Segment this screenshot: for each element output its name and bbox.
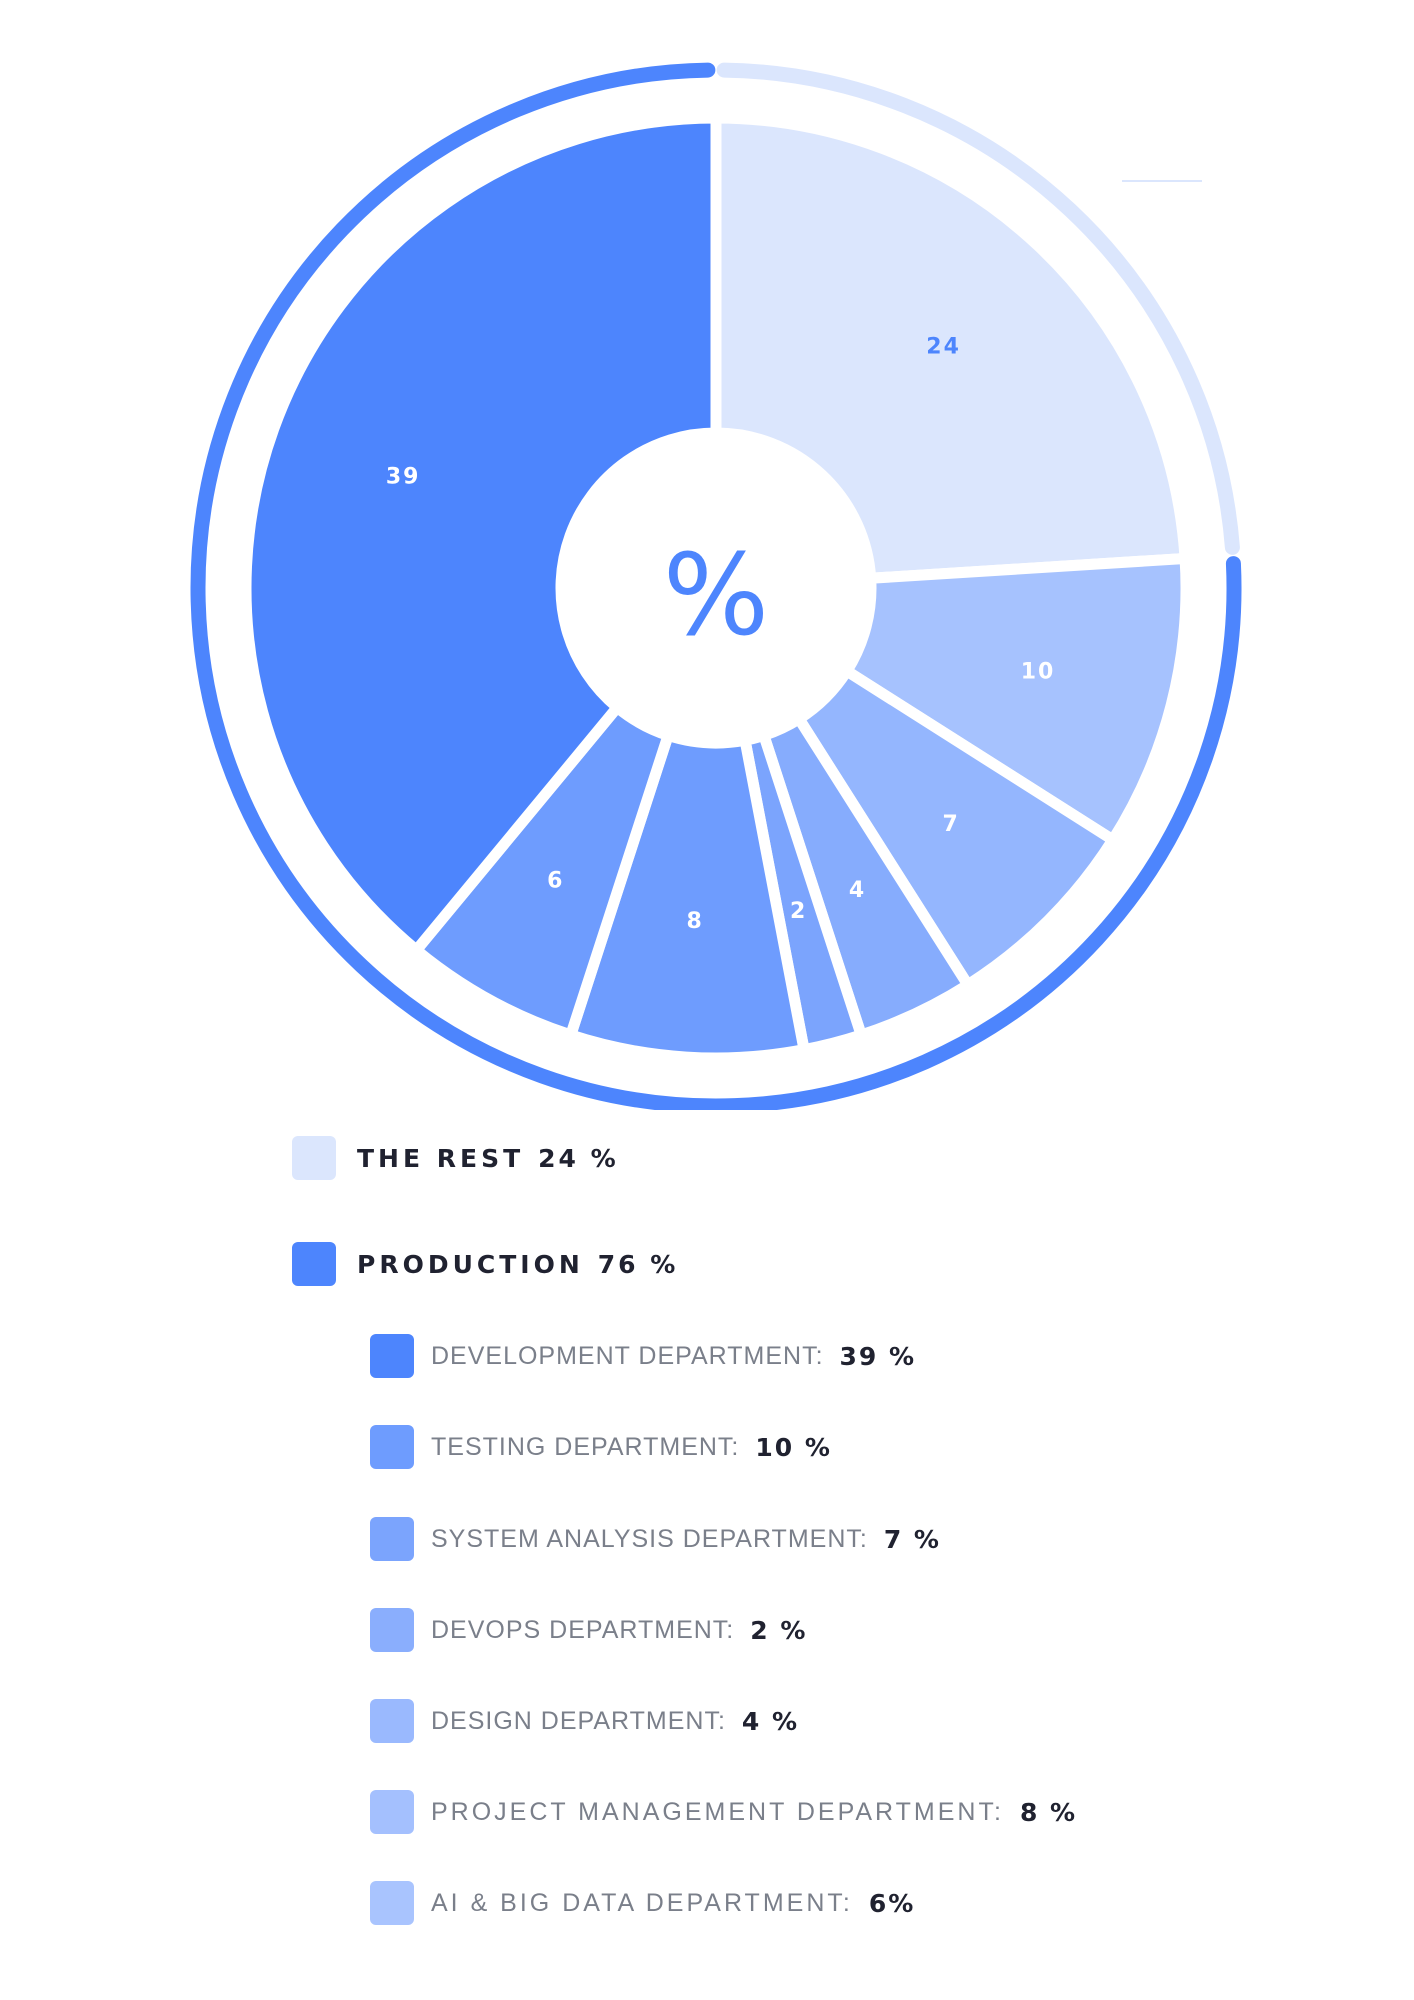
slice-label-39: 39	[386, 464, 421, 489]
legend-swatch	[292, 1242, 336, 1286]
slice-8	[565, 729, 810, 1064]
center-percent-symbol: %	[663, 531, 769, 661]
legend-item-label: PROJECT MANAGEMENT DEPARTMENT:	[431, 1797, 1004, 1826]
legend-swatch	[370, 1334, 414, 1378]
legend-item-value: 10 %	[755, 1432, 832, 1462]
outer-arc-rest	[716, 62, 1240, 555]
slice-label-10: 10	[1021, 660, 1056, 685]
legend-item-value: 4 %	[741, 1706, 800, 1736]
slice-10	[841, 552, 1192, 846]
legend-group-value: 76 %	[597, 1249, 679, 1279]
legend-item-value: 39 %	[839, 1341, 917, 1371]
legend-group-value: 24 %	[538, 1143, 619, 1173]
legend-item-label: DEVOPS DEPARTMENT:	[431, 1615, 735, 1644]
slice-label-7: 7	[942, 812, 959, 837]
legend-item-testing: TESTING DEPARTMENT: 10 %	[370, 1425, 832, 1469]
legend-item-label: TESTING DEPARTMENT:	[431, 1432, 740, 1461]
slice-label-6: 6	[547, 868, 564, 893]
legend-item-value: 7 %	[883, 1524, 941, 1554]
outer-arc-production	[190, 62, 1242, 1110]
slice-labels: 24 10 7 4 2 8 6 39	[386, 335, 1056, 934]
outer-ring	[190, 62, 1242, 1110]
legend-swatch	[370, 1881, 414, 1925]
legend-item-design: DESIGN DEPARTMENT: 4 %	[370, 1699, 799, 1743]
legend-item-label: DEVELOPMENT DEPARTMENT:	[431, 1341, 824, 1370]
slice-7	[793, 665, 1119, 991]
legend-item-devops: DEVOPS DEPARTMENT: 2 %	[370, 1608, 807, 1652]
legend-item-project-management: PROJECT MANAGEMENT DEPARTMENT: 8 %	[370, 1790, 1077, 1834]
legend-swatch	[370, 1425, 414, 1469]
slice-24	[710, 112, 1191, 584]
legend-swatch	[370, 1608, 414, 1652]
legend-group-label: PRODUCTION	[357, 1249, 584, 1279]
legend-swatch	[370, 1790, 414, 1834]
legend-item-label: SYSTEM ANALYSIS DEPARTMENT:	[431, 1524, 868, 1553]
legend-item-label: DESIGN DEPARTMENT:	[431, 1706, 726, 1735]
slice-label-2: 2	[790, 899, 807, 924]
legend-item-development: DEVELOPMENT DEPARTMENT: 39 %	[370, 1334, 916, 1378]
legend-item-ai-big-data: AI & BIG DATA DEPARTMENT: 6%	[370, 1881, 915, 1925]
legend-item-value: 8 %	[1019, 1797, 1078, 1827]
decorative-line	[1122, 180, 1202, 182]
legend-item-label: AI & BIG DATA DEPARTMENT:	[431, 1888, 853, 1917]
slice-label-8: 8	[686, 909, 703, 934]
legend-group-rest: THE REST 24 %	[292, 1136, 619, 1180]
legend-swatch	[370, 1699, 414, 1743]
legend-item-value: 6%	[868, 1888, 916, 1918]
legend-swatch	[370, 1517, 414, 1561]
legend-swatch	[292, 1136, 336, 1180]
donut-slices	[240, 112, 1192, 1064]
donut-chart: 24 10 7 4 2 8 6 39 %	[190, 62, 1242, 1110]
slice-label-24: 24	[926, 335, 961, 360]
legend-group-production: PRODUCTION 76 %	[292, 1242, 678, 1286]
slice-39	[240, 112, 722, 956]
legend-item-value: 2 %	[750, 1615, 808, 1645]
legend-group-label: THE REST	[357, 1143, 525, 1173]
slice-label-4: 4	[849, 878, 866, 903]
legend-item-system-analysis: SYSTEM ANALYSIS DEPARTMENT: 7 %	[370, 1517, 941, 1561]
